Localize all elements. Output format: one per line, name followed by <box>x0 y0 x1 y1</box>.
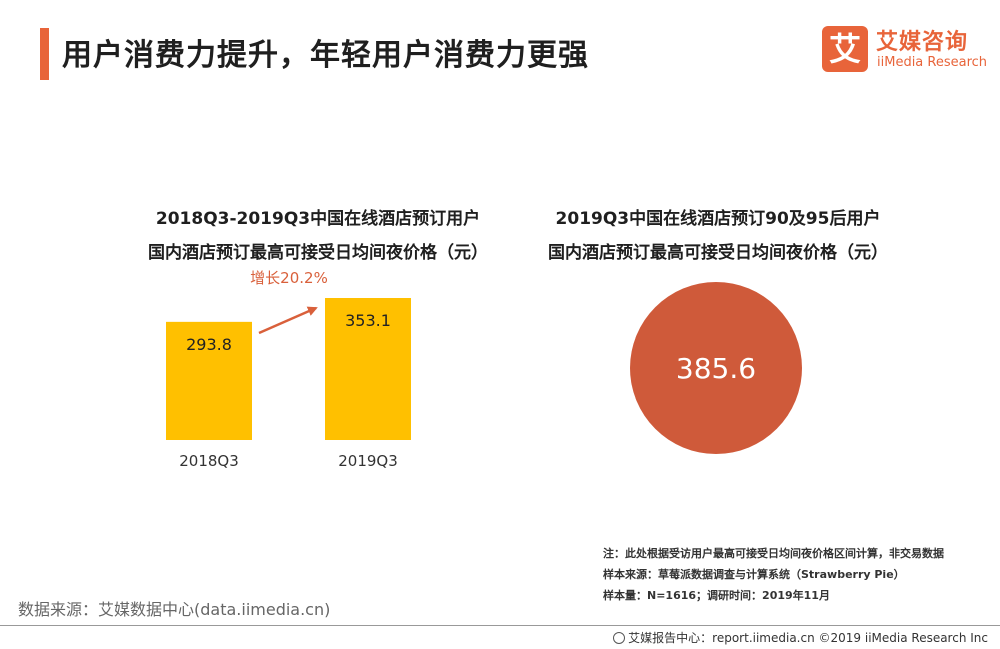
footer-text: 艾媒报告中心：report.iimedia.cn ©2019 iiMedia R… <box>628 631 988 645</box>
logo-mark: 艾 <box>822 26 868 72</box>
category-label: 2019Q3 <box>338 452 398 470</box>
note-line-1: 注：此处根据受访用户最高可接受日均间夜价格区间计算，非交易数据 <box>603 547 944 560</box>
pie-chart-title: 2019Q3中国在线酒店预订90及95后用户 国内酒店预订最高可接受日均间夜价格… <box>508 202 928 270</box>
data-source: 数据来源：艾媒数据中心(data.iimedia.cn) <box>18 600 331 619</box>
bar-chart-title-line1: 2018Q3-2019Q3中国在线酒店预订用户 <box>155 209 481 229</box>
pie-slice <box>630 282 802 454</box>
chart-notes: 注：此处根据受访用户最高可接受日均间夜价格区间计算，非交易数据 样本来源：草莓派… <box>603 543 944 606</box>
logo-cn-name: 艾媒咨询 <box>876 30 969 55</box>
category-label: 2018Q3 <box>179 452 239 470</box>
growth-arrow <box>258 306 318 335</box>
pie-chart-title-line1: 2019Q3中国在线酒店预订90及95后用户 <box>555 209 881 229</box>
bar-chart-title: 2018Q3-2019Q3中国在线酒店预订用户 国内酒店预订最高可接受日均间夜价… <box>108 202 528 270</box>
bar-value-label: 353.1 <box>345 311 391 330</box>
growth-annotation: 增长20.2% <box>250 269 328 287</box>
bar-2019Q3 <box>325 298 411 440</box>
globe-icon <box>613 632 626 644</box>
pie-chart: 385.6 <box>630 282 802 454</box>
footer-divider <box>0 625 1000 626</box>
note-line-2: 样本来源：草莓派数据调查与计算系统（Strawberry Pie） <box>603 568 905 581</box>
pie-value-label: 385.6 <box>676 352 756 385</box>
pie-chart-title-line2: 国内酒店预订最高可接受日均间夜价格（元） <box>548 243 888 263</box>
bar-2018Q3 <box>166 321 252 440</box>
footer: 艾媒报告中心：report.iimedia.cn ©2019 iiMedia R… <box>613 629 988 646</box>
title-accent-bar <box>40 28 49 80</box>
bar-chart-title-line2: 国内酒店预订最高可接受日均间夜价格（元） <box>148 243 488 263</box>
note-line-3: 样本量：N=1616；调研时间：2019年11月 <box>603 589 830 602</box>
page-title: 用户消费力提升，年轻用户消费力更强 <box>62 38 589 73</box>
iimedia-logo: 艾 艾媒咨询 iiMedia Research <box>822 22 992 78</box>
logo-en-name: iiMedia Research <box>877 55 988 70</box>
bar-value-label: 293.8 <box>186 335 232 354</box>
bar-chart: 293.8 2018Q3 353.1 2019Q3 增长20.2% <box>166 269 411 470</box>
